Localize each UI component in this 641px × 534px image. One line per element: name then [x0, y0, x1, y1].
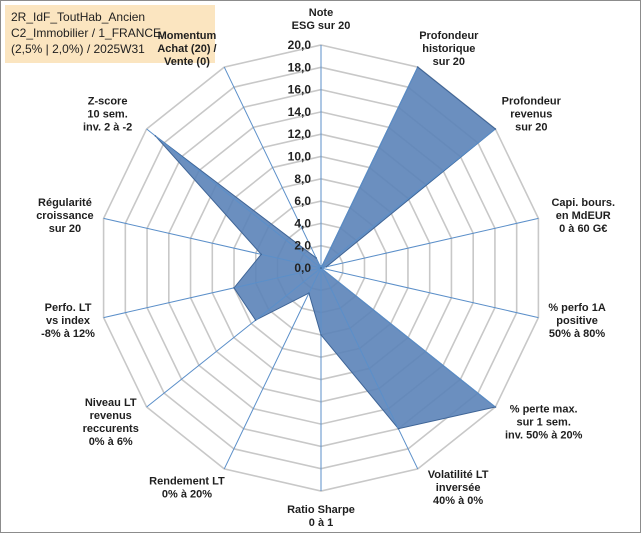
- data-point-13: [315, 257, 317, 259]
- axis-label-line: en MdEUR: [556, 210, 611, 222]
- spoke-9: [146, 267, 322, 408]
- spoke-13: [223, 66, 322, 269]
- axis-label-8: Rendement LT 0% à 20%: [149, 476, 225, 501]
- axis-label-line: Z-score: [88, 96, 128, 108]
- axis-label-line: Régularité: [38, 197, 92, 209]
- axis-label-line: Momentum: [158, 30, 217, 42]
- axis-label-0: Note ESG sur 20: [292, 7, 351, 32]
- axis-label-line: revenus: [510, 109, 552, 121]
- tick-label-6: 12,0: [288, 127, 312, 141]
- axis-label-line: -8% à 12%: [41, 328, 95, 340]
- axis-label-11: Régularité croissance sur 20: [36, 197, 93, 235]
- axis-label-line: sur 1 sem.: [516, 416, 570, 428]
- axis-label-7: Ratio Sharpe 0 à 1: [287, 504, 355, 529]
- axis-label-line: Ratio Sharpe: [287, 504, 355, 516]
- data-point-3: [325, 265, 328, 268]
- series-area: [154, 66, 497, 430]
- axis-label-line: revenus: [90, 410, 132, 422]
- axis-label-1: Profondeur historique sur 20: [419, 30, 479, 68]
- spoke-10: [103, 267, 322, 319]
- axis-label-5: % perte max. sur 1 sem. inv. 50% à 20%: [505, 403, 583, 441]
- axis-label-line: sur 20: [515, 122, 547, 134]
- axis-label-line: Note: [309, 7, 333, 19]
- axis-label-line: positive: [556, 315, 598, 327]
- data-point-4: [320, 267, 322, 269]
- axis-label-line: 50% à 80%: [549, 328, 605, 340]
- axis-label-line: Vente (0): [164, 56, 210, 68]
- axis-label-12: Z-score 10 sem. inv. 2 à -2: [83, 96, 132, 134]
- axis-label-13: Momentum Achat (20) / Vente (0): [157, 30, 216, 68]
- axis-label-3: Capi. bours. en MdEUR 0 à 60 G€: [551, 197, 615, 235]
- axis-label-line: sur 20: [49, 223, 81, 235]
- axis-label-line: Profondeur: [419, 30, 479, 42]
- spoke-12: [146, 128, 322, 269]
- axis-label-line: Niveau LT: [85, 397, 137, 409]
- tick-label-8: 16,0: [288, 83, 312, 97]
- axis-label-line: Profondeur: [502, 96, 562, 108]
- tick-label-10: 20,0: [288, 38, 312, 52]
- axis-label-line: ESG sur 20: [292, 20, 351, 32]
- axis-label-line: 0% à 6%: [89, 436, 133, 448]
- axis-label-line: historique: [422, 43, 475, 55]
- tick-label-0: 0,0: [294, 261, 311, 275]
- axis-label-4: % perfo 1A positive 50% à 80%: [548, 302, 606, 340]
- tick-label-2: 4,0: [294, 216, 311, 230]
- info-line-1: 2R_IdF_ToutHab_Ancien: [11, 10, 146, 24]
- axis-label-line: % perte max.: [510, 403, 578, 415]
- axis-label-10: Perfo. LT vs index -8% à 12%: [41, 302, 95, 340]
- spoke-1: [320, 66, 419, 269]
- axis-label-6: Volatilité LT inversée 40% à 0%: [428, 469, 489, 507]
- data-point-1: [416, 66, 419, 68]
- data-point-2: [494, 128, 497, 130]
- axis-label-line: reccurents: [83, 423, 139, 435]
- axis-label-line: 0% à 20%: [162, 489, 212, 501]
- axis-label-line: sur 20: [433, 56, 465, 68]
- spoke-3: [320, 217, 539, 269]
- data-point-11: [260, 253, 263, 256]
- spoke-8: [223, 267, 322, 470]
- info-line-2: C2_Immobilier / 1_FRANCE: [11, 26, 162, 40]
- spoke-4: [320, 267, 539, 319]
- axis-label-line: inversée: [436, 482, 481, 494]
- data-point-10: [233, 287, 235, 289]
- tick-label-9: 18,0: [288, 60, 312, 74]
- axis-label-line: 40% à 0%: [433, 495, 483, 507]
- data-point-6: [397, 427, 400, 430]
- info-box: 2R_IdF_ToutHab_Ancien C2_Immobilier / 1_…: [5, 5, 215, 63]
- spoke-5: [320, 267, 496, 408]
- spoke-6: [320, 267, 419, 470]
- axis-label-line: Perfo. LT: [45, 302, 92, 314]
- axis-label-9: Niveau LT revenus reccurents 0% à 6%: [83, 397, 139, 448]
- axis-label-2: Profondeur revenus sur 20: [502, 96, 562, 134]
- info-line-3: (2,5% | 2,0%) / 2025W31: [11, 42, 145, 56]
- axis-label-line: 0 à 60 G€: [559, 223, 607, 235]
- tick-label-5: 10,0: [288, 150, 312, 164]
- axis-label-line: % perfo 1A: [548, 302, 606, 314]
- tick-label-3: 6,0: [294, 194, 311, 208]
- axis-label-line: inv. 2 à -2: [83, 122, 132, 134]
- axis-label-line: Rendement LT: [149, 476, 225, 488]
- axis-label-line: 0 à 1: [309, 517, 333, 529]
- axis-label-line: inv. 50% à 20%: [505, 429, 583, 441]
- spoke-2: [320, 128, 496, 269]
- axis-label-line: Capi. bours.: [551, 197, 615, 209]
- data-point-12: [154, 135, 157, 137]
- data-point-9: [254, 319, 257, 321]
- tick-label-1: 2,0: [294, 239, 311, 253]
- axis-label-line: croissance: [36, 210, 93, 222]
- tick-label-4: 8,0: [294, 172, 311, 186]
- axis-label-line: vs index: [46, 315, 91, 327]
- data-point-8: [308, 292, 310, 294]
- data-point-5: [494, 406, 497, 408]
- axis-label-line: Achat (20) /: [157, 43, 216, 55]
- axis-label-line: 10 sem.: [87, 109, 127, 121]
- tick-label-7: 14,0: [288, 105, 312, 119]
- data-point-7: [320, 334, 322, 336]
- axis-label-line: Volatilité LT: [428, 469, 489, 481]
- spoke-11: [103, 217, 322, 269]
